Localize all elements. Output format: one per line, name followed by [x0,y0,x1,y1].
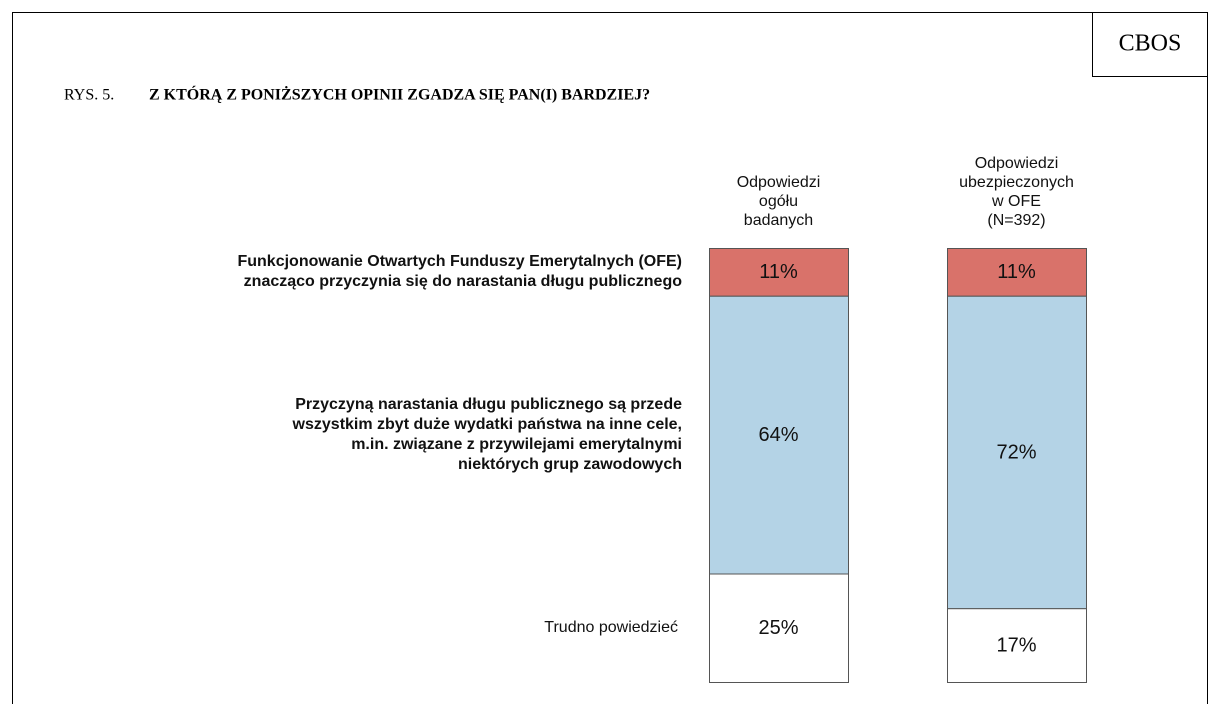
frame [12,12,1208,704]
bar-segment [709,248,849,297]
value-label: 17% [996,634,1036,656]
bar-segment [947,248,1087,297]
chart-title: Z KTÓRĄ Z PONIŻSZYCH OPINII ZGADZA SIĘ P… [149,85,650,104]
bar-segment [709,573,849,683]
value-label: 11% [759,261,798,283]
value-label: 11% [997,261,1036,283]
column-header: Odpowiedzi ubezpieczonych w OFE (N=392) [959,155,1074,229]
series-label: Trudno powiedzieć [544,618,678,636]
column-header: Odpowiedzi ogółu badanych [736,174,821,229]
bar-segment [947,295,1087,610]
value-label: 64% [758,424,798,446]
series-label: Funkcjonowanie Otwartych Funduszy Emeryt… [237,252,682,290]
series-label: Przyczyną narastania długu publicznego s… [292,395,682,473]
figure-label: RYS. 5. [64,87,114,104]
value-label: 25% [758,617,798,639]
badge: CBOS [1119,31,1182,57]
badge-box [1092,12,1208,77]
value-label: 72% [996,441,1036,463]
bar-segment [947,608,1087,683]
